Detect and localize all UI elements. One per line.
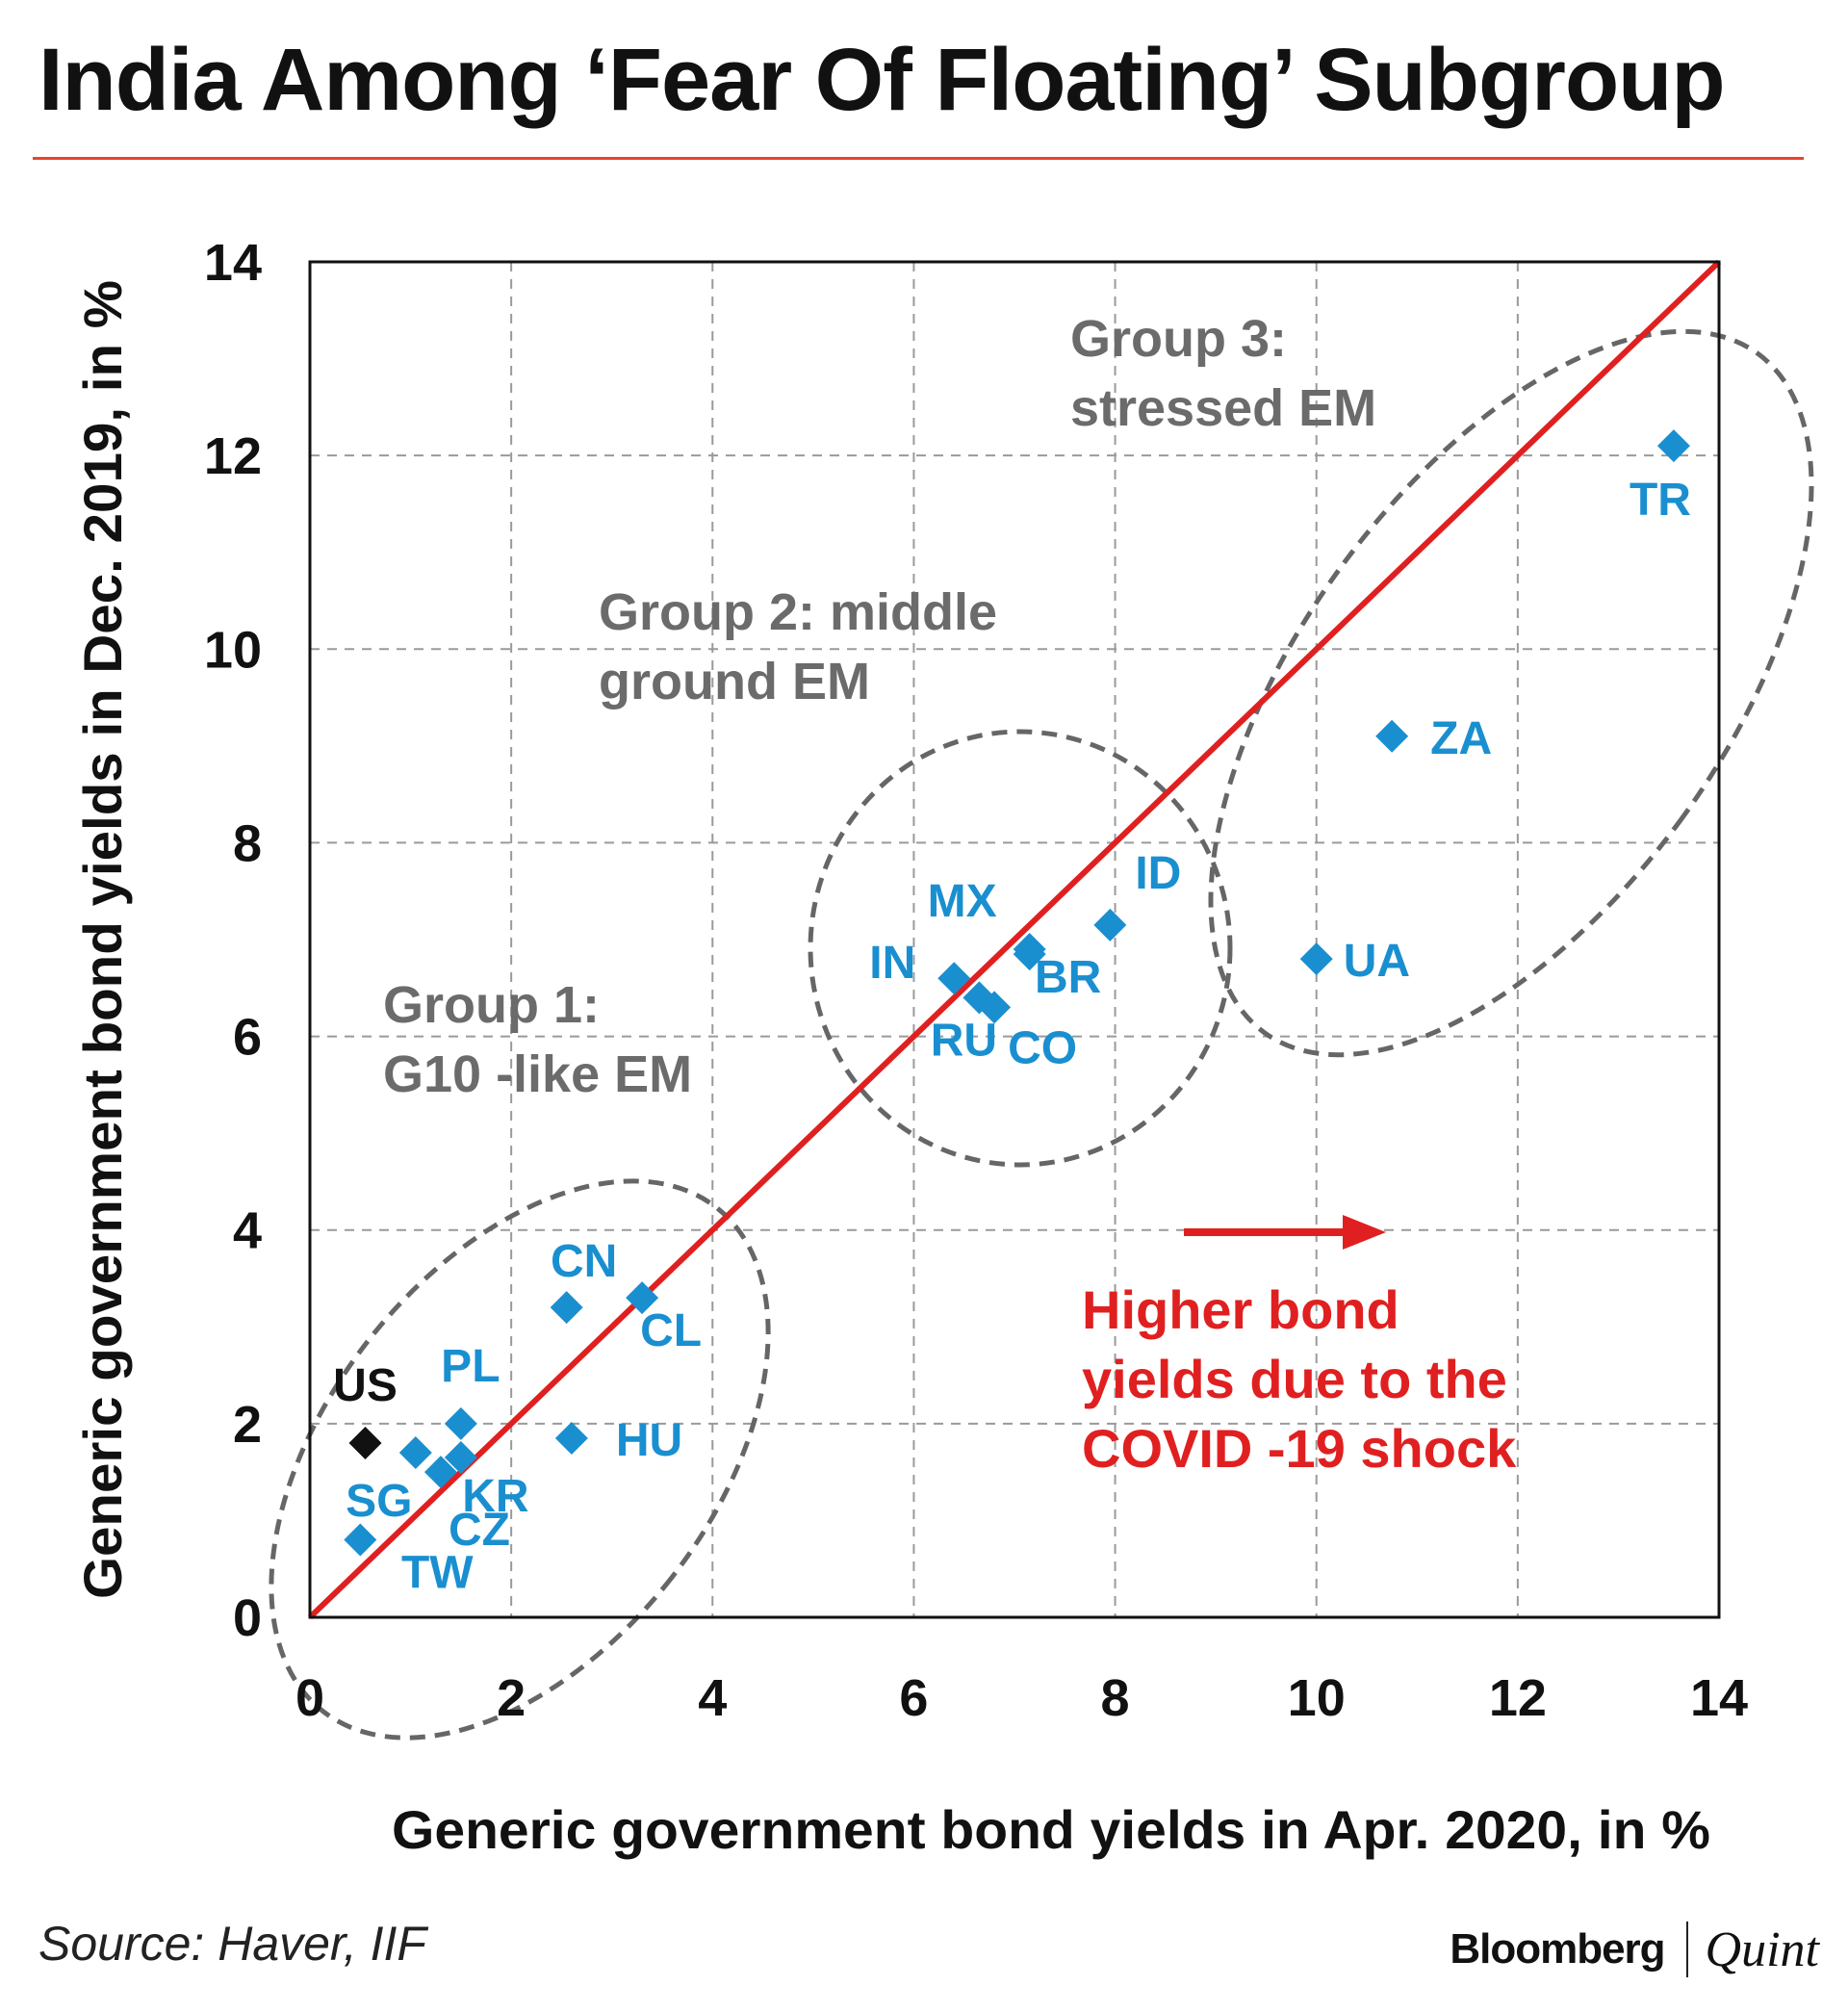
- x-tick-label: 10: [1288, 1669, 1346, 1727]
- x-tick-label: 6: [899, 1669, 928, 1727]
- point-label-us: US: [333, 1360, 398, 1411]
- point-label-kr: KR: [462, 1471, 528, 1522]
- brand-logo: Bloomberg Quint: [1450, 1916, 1819, 1983]
- chart-title: India Among ‘Fear Of Floating’ Subgroup: [38, 31, 1726, 129]
- annotation-text: yields due to the: [1082, 1349, 1507, 1409]
- source-note: Source: Haver, IIF: [38, 1917, 426, 1971]
- point-label-za: ZA: [1430, 713, 1492, 764]
- axes: 0 2 4 6 8 10 12 14 0 2 4 6 8 10 12 14 Generic government…: [72, 234, 1748, 1860]
- group-2-outline: [808, 729, 1233, 1168]
- point-cl: [626, 1281, 659, 1315]
- brand-divider: [1685, 1922, 1688, 1977]
- point-label-cl: CL: [640, 1305, 702, 1356]
- point-label-co: CO: [1008, 1022, 1077, 1073]
- brand-bloomberg: Bloomberg: [1450, 1925, 1665, 1973]
- group-1-label: Group 1:: [383, 976, 600, 1034]
- x-axis-label: Generic government bond yields in Apr. 2…: [392, 1799, 1710, 1860]
- group-outlines: [269, 328, 1814, 1741]
- annotation-arrow-head: [1343, 1215, 1386, 1250]
- group-3-label: Group 3:: [1070, 310, 1287, 368]
- point-tr: [1656, 429, 1690, 463]
- point-label-id: ID: [1135, 848, 1181, 899]
- point-br: [1013, 938, 1046, 971]
- point-label-cn: CN: [551, 1236, 617, 1287]
- point-label-sg: SG: [346, 1476, 412, 1527]
- point-label-mx: MX: [928, 876, 997, 927]
- gridlines: [310, 262, 1719, 1617]
- x-tick-label: 0: [295, 1669, 324, 1727]
- x-tick-label: 14: [1690, 1669, 1748, 1727]
- point-label-tr: TR: [1630, 475, 1691, 526]
- point-label-br: BR: [1035, 952, 1101, 1003]
- x-tick-label: 2: [497, 1669, 526, 1727]
- y-tick-label: 0: [233, 1589, 262, 1647]
- point-label-hu: HU: [616, 1415, 682, 1466]
- reference-line: [307, 259, 1722, 1620]
- x-tick-label: 4: [698, 1669, 727, 1727]
- point-label-tw: TW: [401, 1548, 474, 1599]
- point-sg: [398, 1436, 432, 1470]
- y-tick-label: 6: [233, 1009, 262, 1067]
- plot-frame: [308, 260, 1721, 1619]
- x-tick-label: 12: [1489, 1669, 1547, 1727]
- y-tick-label: 14: [204, 234, 262, 292]
- point-kr: [444, 1441, 477, 1475]
- x-tick-label: 8: [1101, 1669, 1130, 1727]
- point-co: [978, 991, 1012, 1024]
- point-label-in: IN: [869, 938, 915, 989]
- point-tw: [344, 1523, 377, 1557]
- point-za: [1375, 719, 1409, 753]
- y-tick-label: 12: [204, 427, 262, 485]
- y-tick-label: 4: [233, 1202, 262, 1260]
- group-1-label: G10 -like EM: [383, 1045, 692, 1103]
- point-cn: [550, 1291, 583, 1325]
- y-axis-label: Generic government bond yields in Dec. 2…: [72, 280, 133, 1599]
- title-divider: [33, 157, 1804, 160]
- point-hu: [554, 1421, 588, 1455]
- point-us: [348, 1426, 382, 1459]
- group-1-outline: [269, 1178, 771, 1741]
- annotation-text: COVID -19 shock: [1082, 1418, 1517, 1479]
- point-id: [1093, 908, 1127, 942]
- reference-line-layer: [307, 259, 1722, 1620]
- y-tick-label: 10: [204, 621, 262, 679]
- group-3-outline: [1208, 328, 1814, 1058]
- group-2-label: Group 2: middle: [599, 583, 997, 641]
- point-ua: [1299, 942, 1333, 976]
- chart-annotations: Group 1: G10 -like EM Group 2: middle groun…: [383, 310, 1517, 1479]
- point-in: [937, 962, 971, 995]
- y-tick-label: 2: [233, 1396, 262, 1454]
- point-cz: [424, 1456, 457, 1489]
- data-points: [344, 429, 1690, 1557]
- point-label-ru: RU: [931, 1015, 997, 1066]
- point-label-ua: UA: [1344, 936, 1410, 987]
- y-tick-label: 8: [233, 814, 262, 872]
- point-label-cz: CZ: [449, 1505, 510, 1556]
- brand-quint: Quint: [1705, 1922, 1819, 1977]
- annotation-text: Higher bond: [1082, 1279, 1399, 1340]
- point-label-pl: PL: [441, 1341, 500, 1392]
- group-3-label: stressed EM: [1070, 379, 1376, 437]
- group-2-label: ground EM: [599, 653, 870, 710]
- point-pl: [444, 1406, 477, 1440]
